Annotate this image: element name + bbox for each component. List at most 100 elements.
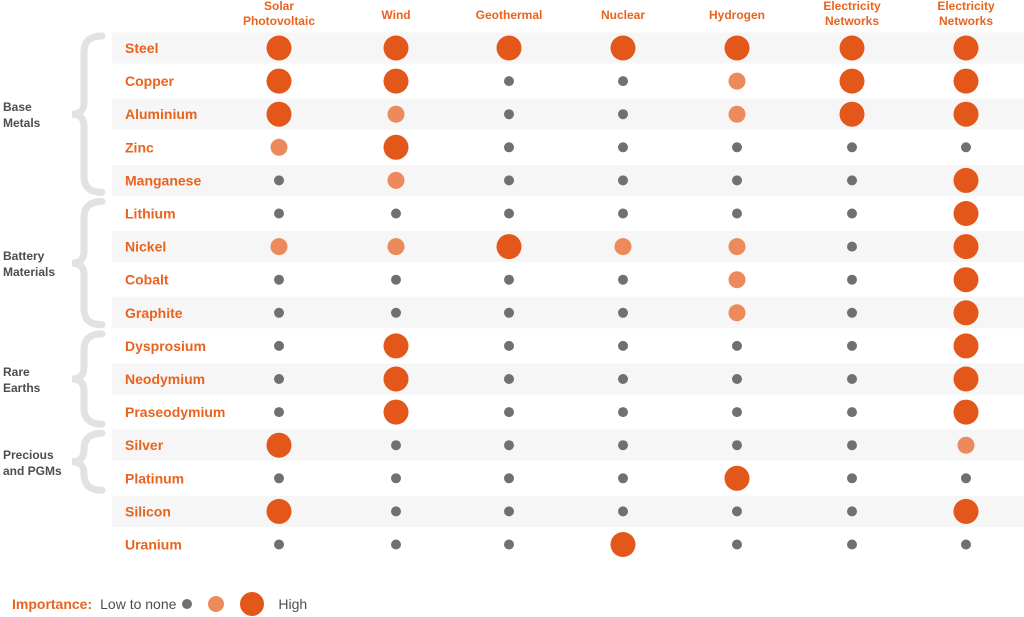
dot-steel-solar-photovoltaic (266, 35, 292, 61)
column-headers: Solar Photovoltaic Wind Geothermal Nuclear Hy… (243, 0, 995, 28)
dot-dysprosium-wind (383, 333, 409, 359)
dot-dysprosium-hydrogen (732, 340, 742, 351)
dot-manganese-electricity-networks (847, 175, 857, 186)
dot-platinum-solar-photovoltaic (274, 473, 284, 484)
dot-manganese-solar-photovoltaic (274, 175, 284, 186)
dot-cobalt-geothermal (504, 274, 514, 285)
dot-praseodymium-electricity-networks (953, 399, 979, 425)
dot-copper-solar-photovoltaic (266, 68, 292, 94)
legend: Importance: Low to none High (12, 591, 307, 617)
dot-neodymium-wind (383, 366, 409, 392)
dot-copper-electricity-networks (839, 68, 865, 94)
dot-silver-wind (391, 440, 401, 451)
dot-lithium-electricity-networks (847, 208, 857, 219)
dot-steel-electricity-networks (953, 35, 979, 61)
dot-platinum-hydrogen (724, 465, 750, 491)
dot-lithium-solar-photovoltaic (274, 208, 284, 219)
column-header: Nuclear (601, 8, 645, 22)
dot-lithium-geothermal (504, 208, 514, 219)
row-label-silicon: Silicon (125, 503, 171, 519)
dot-lithium-electricity-networks (953, 201, 979, 226)
dot-neodymium-electricity-networks (953, 366, 979, 392)
dot-copper-hydrogen (728, 72, 746, 90)
dot-praseodymium-hydrogen (732, 407, 742, 418)
row-label-uranium: Uranium (125, 537, 182, 553)
row-band (112, 363, 1024, 395)
legend-medium-dot (208, 596, 225, 612)
importance-dots (266, 35, 979, 557)
dot-cobalt-nuclear (618, 274, 628, 285)
row-label-graphite: Graphite (125, 305, 183, 321)
column-header: Geothermal (476, 8, 543, 22)
dot-nickel-solar-photovoltaic (270, 238, 288, 256)
dot-graphite-nuclear (618, 307, 628, 318)
dot-copper-geothermal (504, 76, 514, 87)
row-label-silver: Silver (125, 437, 164, 453)
dot-silver-electricity-networks (957, 436, 975, 454)
dot-dysprosium-nuclear (618, 340, 628, 351)
dot-platinum-wind (391, 473, 401, 484)
row-label-copper: Copper (125, 73, 175, 89)
row-bands (112, 32, 1024, 527)
row-label-zinc: Zinc (125, 139, 154, 155)
dot-silicon-electricity-networks (953, 498, 979, 524)
dot-copper-electricity-networks (953, 68, 979, 94)
dot-silicon-wind (391, 506, 401, 517)
group-braces (71, 32, 106, 494)
dot-silicon-geothermal (504, 506, 514, 517)
group-brace (71, 198, 106, 329)
row-label-steel: Steel (125, 40, 158, 56)
dot-nickel-nuclear (614, 238, 632, 256)
group-label-rare-earths: Rare Earths (3, 365, 41, 395)
row-label-dysprosium: Dysprosium (125, 338, 206, 354)
row-band (112, 164, 1024, 196)
dot-silver-geothermal (504, 440, 514, 451)
dot-aluminium-geothermal (504, 109, 514, 120)
dot-aluminium-electricity-networks (953, 101, 979, 127)
dot-silicon-electricity-networks (847, 506, 857, 517)
dot-cobalt-electricity-networks (847, 274, 857, 285)
dot-graphite-electricity-networks (847, 307, 857, 318)
dot-graphite-solar-photovoltaic (274, 307, 284, 318)
dot-platinum-nuclear (618, 473, 628, 484)
dot-neodymium-geothermal (504, 374, 514, 384)
row-band (112, 495, 1024, 527)
legend-title: Importance: (12, 596, 93, 612)
column-header: Electricity Networks (937, 0, 995, 28)
dot-silver-nuclear (618, 440, 628, 451)
dot-lithium-wind (391, 208, 401, 219)
dot-graphite-geothermal (504, 307, 514, 318)
row-label-lithium: Lithium (125, 206, 176, 222)
row-label-cobalt: Cobalt (125, 272, 169, 288)
dot-aluminium-hydrogen (728, 105, 746, 123)
dot-praseodymium-electricity-networks (847, 407, 857, 418)
dot-silver-solar-photovoltaic (266, 432, 292, 458)
legend-high-label: High (278, 596, 308, 612)
row-labels: Steel Copper Aluminium Zinc Manganese Lithium… (125, 40, 225, 553)
dot-steel-wind (383, 35, 409, 61)
group-label-precious-and-pgms: Precious and PGMs (3, 448, 62, 478)
dot-platinum-electricity-networks (847, 473, 857, 484)
dot-uranium-electricity-networks (847, 539, 857, 550)
dot-zinc-geothermal (504, 142, 514, 153)
dot-steel-geothermal (496, 35, 522, 61)
row-label-praseodymium: Praseodymium (125, 404, 225, 420)
group-brace (71, 32, 106, 196)
dot-steel-hydrogen (724, 35, 750, 61)
legend-high-dot (240, 592, 265, 616)
dot-manganese-hydrogen (732, 175, 742, 186)
dot-silicon-hydrogen (732, 506, 742, 517)
group-label-base-metals: Base Metals (3, 100, 41, 130)
dot-graphite-hydrogen (728, 304, 746, 322)
column-header: Hydrogen (709, 8, 765, 22)
row-label-neodymium: Neodymium (125, 371, 205, 387)
dot-lithium-hydrogen (732, 208, 742, 219)
importance-matrix: Base Metals Battery Materials Rare Earths Prec… (3, 0, 1024, 557)
dot-cobalt-electricity-networks (953, 267, 979, 293)
dot-praseodymium-nuclear (618, 407, 628, 418)
group-brace (71, 330, 106, 428)
dot-nickel-hydrogen (728, 238, 746, 256)
dot-uranium-geothermal (504, 539, 514, 550)
dot-silver-hydrogen (732, 440, 742, 451)
dot-zinc-nuclear (618, 142, 628, 153)
